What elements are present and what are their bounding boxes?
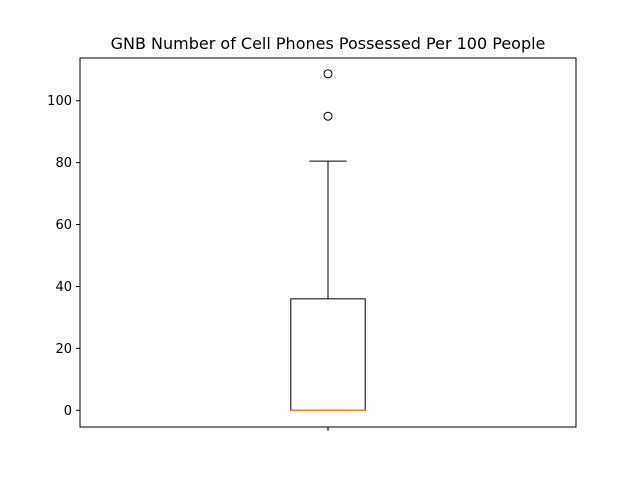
y-tick-label: 100	[47, 94, 72, 109]
y-tick-label: 20	[55, 342, 72, 357]
outlier-point	[323, 69, 333, 79]
outlier-point	[323, 111, 333, 121]
y-tick-label: 60	[55, 218, 72, 233]
plot-area: 0 20 40 60 80 100	[47, 57, 577, 431]
y-tick-label: 80	[55, 156, 72, 171]
y-tick-label: 0	[64, 404, 72, 419]
y-tick-label: 40	[55, 280, 72, 295]
chart-title: GNB Number of Cell Phones Possessed Per …	[111, 34, 546, 53]
